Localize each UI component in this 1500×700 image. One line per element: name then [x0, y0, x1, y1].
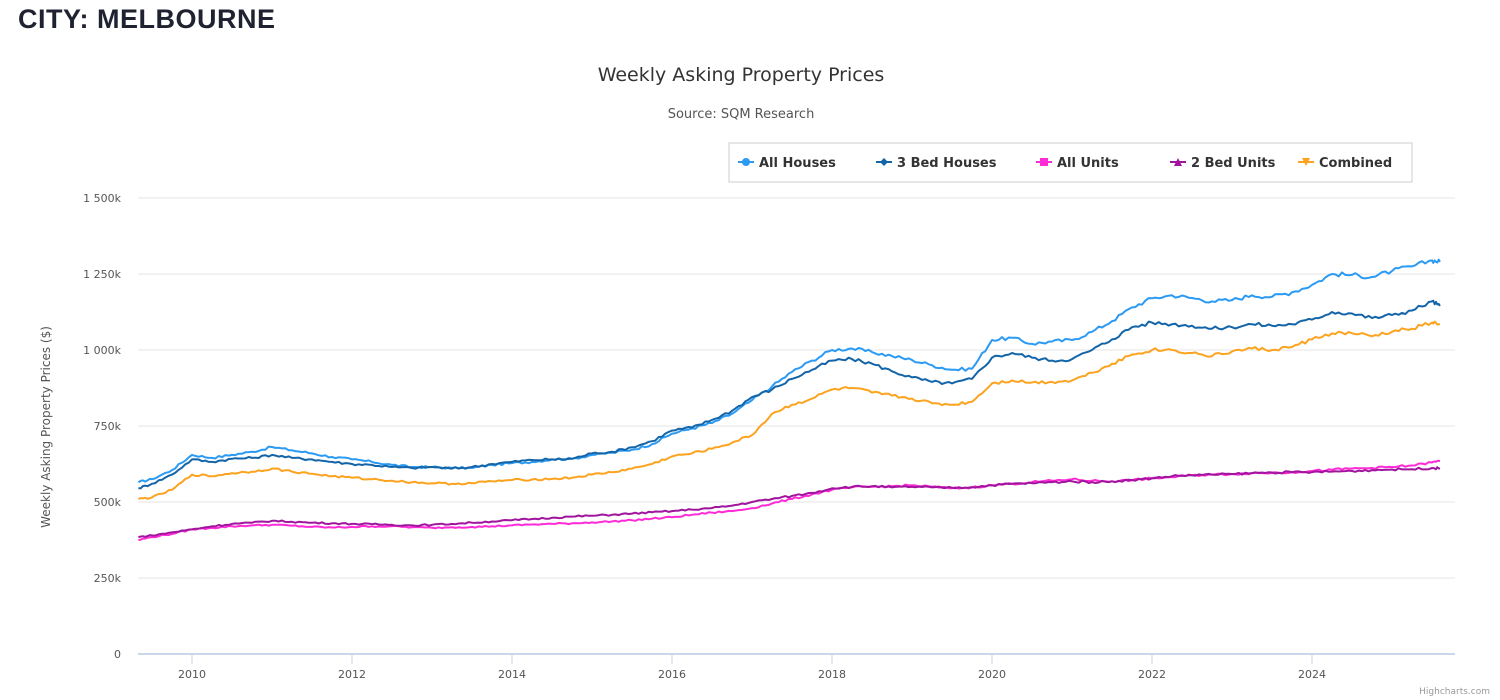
y-axis-title: Weekly Asking Property Prices ($) — [39, 326, 53, 528]
legend-item-2-bed-units[interactable]: 2 Bed Units — [1170, 156, 1276, 171]
x-tick-label: 2016 — [658, 668, 686, 681]
credits-link[interactable]: Highcharts.com — [1419, 687, 1490, 697]
x-tick-label: 2020 — [978, 668, 1006, 681]
legend-label: 2 Bed Units — [1191, 156, 1276, 171]
y-tick-label: 500k — [94, 496, 122, 509]
y-tick-label: 250k — [94, 572, 122, 585]
legend-marker-triangle-down-icon — [1302, 158, 1310, 166]
legend-item-all-units[interactable]: All Units — [1036, 156, 1119, 171]
x-tick-label: 2018 — [818, 668, 846, 681]
page-heading: CITY: MELBOURNE — [18, 4, 276, 34]
chart-subtitle: Source: SQM Research — [668, 107, 815, 122]
series-line-all-houses[interactable] — [137, 258, 1441, 484]
x-tick-label: 2022 — [1138, 668, 1166, 681]
legend-item-all-houses[interactable]: All Houses — [738, 156, 836, 171]
legend-marker-circle-icon — [742, 158, 750, 166]
x-tick-label: 2010 — [178, 668, 206, 681]
y-tick-label: 0 — [114, 648, 121, 661]
y-tick-label: 1 250k — [83, 268, 121, 281]
legend-marker-triangle-icon — [1174, 158, 1182, 166]
grid-lines — [138, 197, 1455, 655]
chart-title: Weekly Asking Property Prices — [598, 64, 885, 86]
legend-item-combined[interactable]: Combined — [1298, 156, 1392, 171]
x-tick-label: 2014 — [498, 668, 526, 681]
x-tick-label: 2024 — [1298, 668, 1326, 681]
legend: All Houses 3 Bed Houses All Units 2 Bed Uni… — [728, 142, 1413, 183]
x-tick-label: 2012 — [338, 668, 366, 681]
legend-marker-diamond-icon — [880, 158, 888, 166]
legend-label: Combined — [1319, 156, 1392, 171]
legend-label: All Units — [1057, 156, 1119, 171]
legend-label: All Houses — [759, 156, 836, 171]
series-line-3-bed-houses[interactable] — [138, 299, 1441, 490]
legend-marker-square-icon — [1040, 158, 1048, 166]
y-tick-label: 750k — [94, 420, 122, 433]
x-axis: 2010 2012 2014 2016 2018 2020 2022 2024 — [178, 654, 1326, 681]
series-line-combined[interactable] — [138, 320, 1441, 500]
y-tick-label: 1 500k — [83, 192, 121, 205]
legend-item-3-bed-houses[interactable]: 3 Bed Houses — [876, 156, 997, 171]
y-tick-label: 1 000k — [83, 344, 121, 357]
legend-label: 3 Bed Houses — [897, 156, 997, 171]
series-line-2-bed-units[interactable] — [138, 466, 1441, 538]
plot-area — [137, 258, 1441, 541]
y-axis: 0 250k 500k 750k 1 000k 1 250k 1 500k — [83, 192, 121, 661]
